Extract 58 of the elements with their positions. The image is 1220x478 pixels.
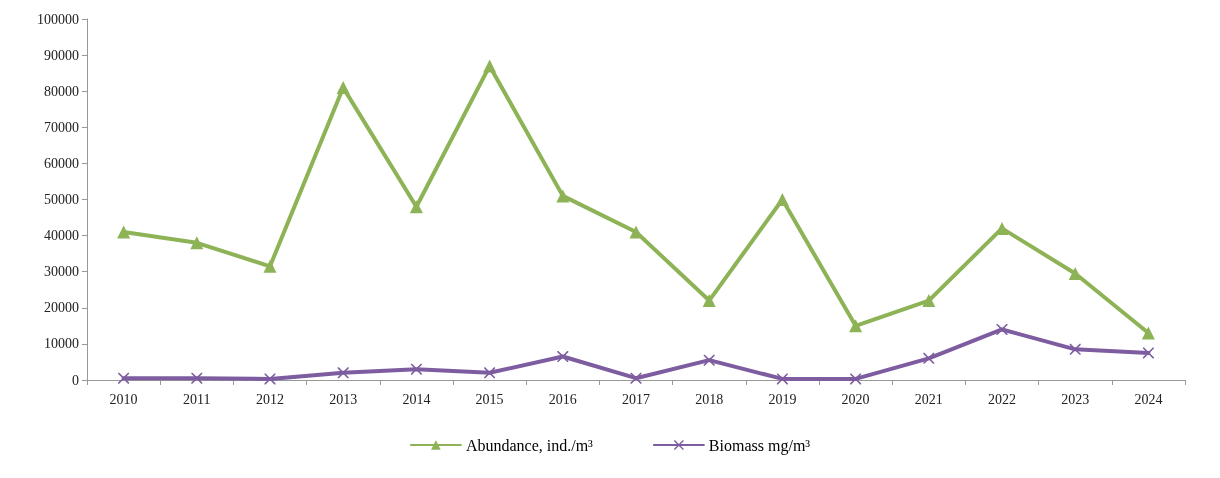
point xyxy=(702,294,716,308)
point xyxy=(483,59,497,73)
x-tick-label: 2023 xyxy=(1061,391,1090,407)
point xyxy=(409,200,423,214)
point xyxy=(117,225,131,239)
y-tick-label: 50000 xyxy=(44,192,79,207)
point xyxy=(995,221,1009,235)
point xyxy=(557,351,569,363)
point xyxy=(629,225,643,239)
point xyxy=(996,323,1008,335)
x-tick-label: 2024 xyxy=(1134,391,1163,407)
point xyxy=(264,373,276,385)
legend-label: Abundance, ind./m³ xyxy=(465,436,594,454)
point xyxy=(1069,343,1081,355)
x-tick-label: 2011 xyxy=(183,391,211,407)
x-tick-label: 2021 xyxy=(914,391,943,407)
x-tick-label: 2016 xyxy=(548,391,577,407)
point xyxy=(922,294,936,308)
point xyxy=(703,354,715,366)
point xyxy=(850,373,862,385)
x-tick-label: 2022 xyxy=(988,391,1016,407)
y-tick-label: 80000 xyxy=(44,83,79,99)
x-tick-label: 2012 xyxy=(256,391,284,407)
point xyxy=(191,372,203,384)
point xyxy=(1141,326,1155,340)
y-tick-label: 70000 xyxy=(44,119,79,135)
point xyxy=(776,373,788,385)
point xyxy=(630,372,642,384)
point xyxy=(337,367,349,379)
x-tick-label: 2015 xyxy=(475,391,504,407)
y-tick-label: 100000 xyxy=(37,11,79,27)
point xyxy=(1142,347,1154,359)
y-tick-label: 60000 xyxy=(44,155,79,171)
y-tick-label: 90000 xyxy=(44,47,79,63)
point xyxy=(775,193,789,206)
x-tick-label: 2020 xyxy=(841,391,870,407)
x-tick-label: 2017 xyxy=(622,391,650,407)
point xyxy=(336,81,350,95)
y-tick-label: 20000 xyxy=(44,300,79,316)
point xyxy=(556,189,570,203)
x-tick-label: 2014 xyxy=(402,391,431,407)
y-tick-label: 0 xyxy=(72,372,79,388)
x-tick-label: 2018 xyxy=(695,391,724,407)
x-tick-label: 2019 xyxy=(768,391,797,407)
point xyxy=(484,367,496,379)
point xyxy=(263,259,277,273)
x-tick-label: 2010 xyxy=(109,391,138,407)
point xyxy=(1068,267,1082,281)
x-tick-label: 2013 xyxy=(329,391,358,407)
point xyxy=(190,236,204,250)
y-tick-label: 10000 xyxy=(44,336,79,352)
y-tick-label: 30000 xyxy=(44,264,79,280)
y-tick-label: 40000 xyxy=(44,228,79,244)
point xyxy=(849,319,863,333)
point xyxy=(410,363,422,375)
legend-label: Biomass mg/m³ xyxy=(708,436,811,455)
point xyxy=(118,372,130,384)
point xyxy=(923,352,935,364)
